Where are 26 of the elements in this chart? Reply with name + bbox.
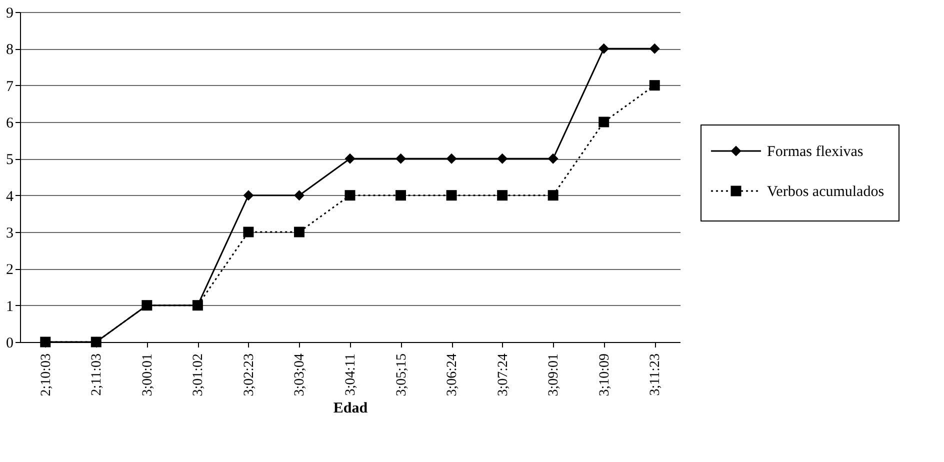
x-tick-label: 3;09:01 [546,354,562,396]
y-tick-label: 9 [6,6,14,22]
x-tick-label: 3;00:01 [140,354,156,396]
y-tick-label: 3 [6,226,14,242]
y-tick-label: 4 [6,188,14,205]
legend-label: Verbos acumulados [767,184,884,200]
x-tick-label: 3;04:11 [344,354,358,396]
x-tick-label: 2;11:03 [90,354,105,396]
x-tick-label: 3;10:09 [597,354,612,396]
x-tick-label: 3;01:02 [191,354,206,396]
y-tick-label: 6 [6,116,14,132]
x-tick-label: 3;05;15 [394,354,410,396]
x-tick-label: 3;07:24 [496,354,511,396]
y-tick-label: 0 [6,336,14,352]
x-tick-label: 3;06:24 [445,354,460,396]
y-tick-label: 7 [6,78,14,95]
y-tick-label: 8 [6,42,14,58]
x-tick-label: 3;11:23 [648,354,664,396]
x-tick-label: 3;03;04 [292,354,308,396]
y-tick-label: 2 [6,262,14,278]
x-axis-title: Edad [333,400,368,416]
y-tick-label: 1 [6,298,14,315]
y-tick-label: 5 [6,152,14,168]
x-tick-label: 2;10:03 [38,354,54,396]
x-tick-label: 3;02:23 [242,354,257,396]
legend-label: Formas flexivas [767,144,864,160]
